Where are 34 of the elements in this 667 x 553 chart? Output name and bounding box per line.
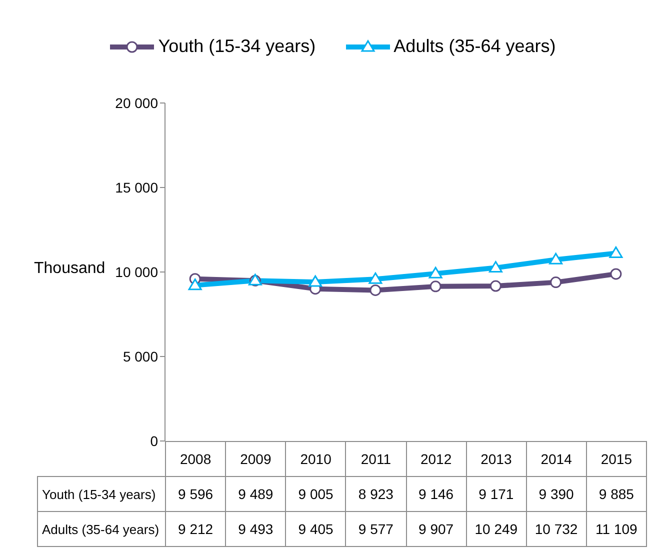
data-label: 9 146 <box>406 476 466 512</box>
data-label: 8 923 <box>346 476 406 512</box>
x-tick-label: 2010 <box>286 442 346 476</box>
x-tick-label: 2013 <box>466 442 526 476</box>
y-tick-label: 0 <box>150 432 158 449</box>
legend-label: Youth (15-34 years) <box>158 36 316 57</box>
y-axis-title: Thousand <box>34 260 106 278</box>
data-label: 10 732 <box>526 512 586 546</box>
data-label: 10 249 <box>466 512 526 546</box>
y-tick-label: 20 000 <box>115 94 158 111</box>
data-label: 9 493 <box>226 512 286 546</box>
y-tick-label: 10 000 <box>115 264 158 280</box>
data-label: 9 171 <box>466 476 526 512</box>
y-tick-label: 5 000 <box>122 348 158 364</box>
data-label: 9 907 <box>406 512 466 546</box>
data-label: 9 885 <box>586 476 646 512</box>
x-tick-label: 2008 <box>166 442 226 476</box>
data-label: 9 489 <box>226 476 286 512</box>
data-label: 9 390 <box>526 476 586 512</box>
x-tick-label: 2014 <box>526 442 586 476</box>
data-label: 9 005 <box>286 476 346 512</box>
data-label: 9 577 <box>346 512 406 546</box>
x-tick-label: 2015 <box>586 442 646 476</box>
data-label: 9 405 <box>286 512 346 546</box>
legend-label: Adults (35-64 years) <box>394 36 556 57</box>
data-label: 11 109 <box>586 512 646 546</box>
y-tick-label: 15 000 <box>115 179 158 196</box>
text: Adults (35-64 years) <box>42 522 160 536</box>
x-tick-label: 2011 <box>346 442 406 476</box>
text: Youth (15-34 years) <box>42 486 156 502</box>
data-label: 9 596 <box>166 476 226 512</box>
data-label: 9 212 <box>166 512 226 546</box>
x-tick-label: 2009 <box>226 442 286 476</box>
x-tick-label: 2012 <box>406 442 466 476</box>
